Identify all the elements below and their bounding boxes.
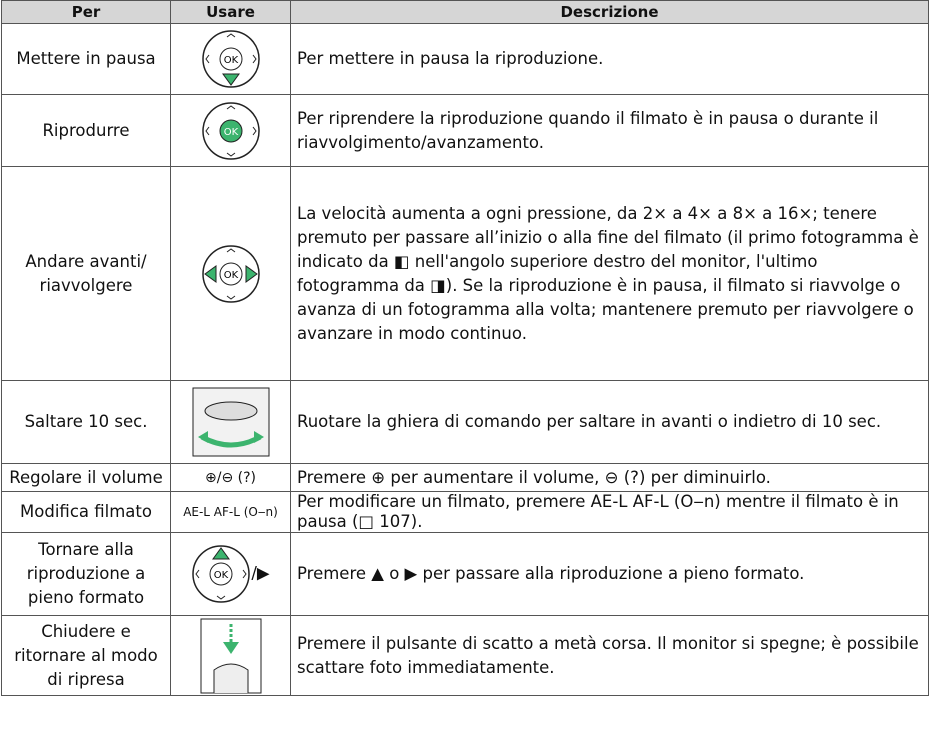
- row: Modifica filmato AE-L AF-L (O‒n) Per mod…: [1, 491, 929, 533]
- ok-label: OK: [223, 55, 238, 66]
- usare-cell: AE-L AF-L (O‒n): [170, 491, 291, 533]
- row: Riprodurre OK Per riprendere la riproduz…: [1, 94, 929, 167]
- usare-cell: OK: [170, 94, 291, 167]
- header-cell: Usare: [170, 0, 291, 24]
- row: Mettere in pausa OK Per mettere in pausa…: [1, 23, 929, 95]
- per-cell: Tornare alla riproduzione a pieno format…: [1, 532, 171, 616]
- descrizione-cell: Per mettere in pausa la riproduzione.: [290, 23, 929, 95]
- multi-selector-icon: OK: [192, 545, 251, 603]
- row: Chiudere e ritornare al modo di ripresa …: [1, 615, 929, 696]
- multi-selector-icon: OK: [201, 244, 260, 303]
- descrizione-cell: Ruotare la ghiera di comando per saltare…: [290, 380, 929, 464]
- ok-label: OK: [223, 127, 238, 138]
- shutter-icon: [200, 618, 261, 693]
- usare-cell: ⊕/⊖ (?): [170, 463, 291, 492]
- multi-selector-icon: OK: [201, 30, 260, 88]
- per-cell: Mettere in pausa: [1, 23, 171, 95]
- descrizione-cell: La velocità aumenta a ogni pressione, da…: [290, 166, 929, 381]
- multi-selector-icon: OK: [201, 101, 260, 160]
- descrizione-cell: Premere ▲ o ▶ per passare alla riproduzi…: [290, 532, 929, 616]
- row: Saltare 10 sec. Ruotare la ghiera di com…: [1, 380, 929, 464]
- header-cell: Per: [1, 0, 171, 24]
- per-cell: Regolare il volume: [1, 463, 171, 492]
- per-cell: Riprodurre: [1, 94, 171, 167]
- per-cell: Chiudere e ritornare al modo di ripresa: [1, 615, 171, 696]
- table: Per Usare Descrizione Mettere in pausa O…: [1, 0, 929, 696]
- usare-cell: OK: [170, 166, 291, 381]
- usare-cell: [170, 380, 291, 464]
- ok-label: OK: [223, 270, 238, 281]
- descrizione-cell: Per riprendere la riproduzione quando il…: [290, 94, 929, 167]
- usare-cell: OK /▶: [170, 532, 291, 616]
- per-cell: Modifica filmato: [1, 491, 171, 533]
- usare-text: /▶: [251, 563, 270, 583]
- ok-label: OK: [214, 570, 229, 581]
- usare-cell: [170, 615, 291, 696]
- per-cell: Saltare 10 sec.: [1, 380, 171, 464]
- descrizione-cell: Per modificare un filmato, premere AE-L …: [290, 491, 929, 533]
- per-cell: Andare avanti/ riavvolgere: [1, 166, 171, 381]
- header-row: Per Usare Descrizione: [1, 0, 929, 24]
- row: Andare avanti/ riavvolgere OK La velocit…: [1, 166, 929, 381]
- descrizione-cell: Premere il pulsante di scatto a metà cor…: [290, 615, 929, 696]
- usare-cell: OK: [170, 23, 291, 95]
- command-dial-icon: [192, 387, 269, 457]
- descrizione-cell: Premere ⊕ per aumentare il volume, ⊖ (?)…: [290, 463, 929, 492]
- row: Tornare alla riproduzione a pieno format…: [1, 532, 929, 616]
- header-cell: Descrizione: [290, 0, 929, 24]
- row: Regolare il volume ⊕/⊖ (?) Premere ⊕ per…: [1, 463, 929, 492]
